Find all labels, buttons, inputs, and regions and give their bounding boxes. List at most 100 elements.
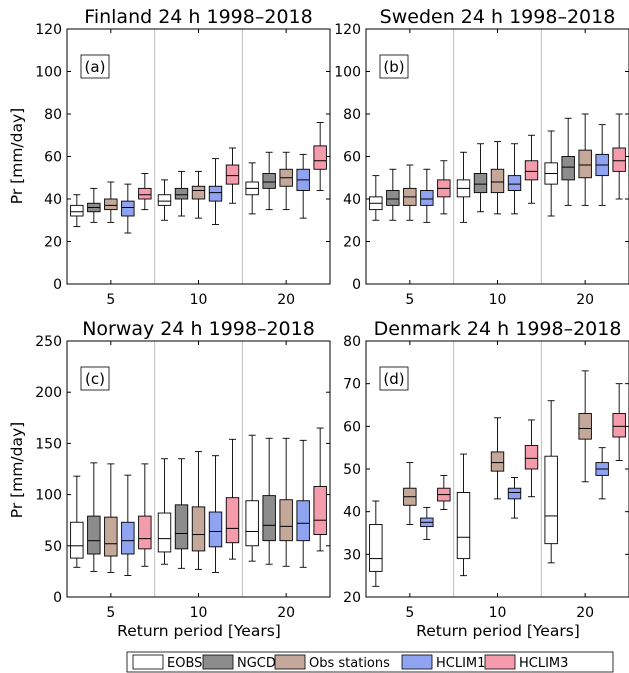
- legend-label-eobs: EOBS: [167, 656, 202, 671]
- box-obs-stations-5-box: [104, 198, 118, 211]
- box-eobs-10-box: [157, 512, 172, 553]
- box-hclim3-10-box: [225, 497, 240, 544]
- box-layer: [70, 427, 327, 576]
- y-tick-label: 200: [35, 385, 62, 401]
- box-eobs-20-box: [245, 500, 259, 547]
- y-tick-label: 100: [35, 65, 62, 81]
- x-tick-label: 20: [277, 605, 295, 621]
- box-obs-stations-10-box: [490, 168, 505, 194]
- box-obs-stations-5-box: [104, 516, 118, 557]
- x-tick-label: 5: [405, 292, 414, 308]
- y-tick-label: 20: [343, 235, 361, 251]
- y-tick-label: 60: [343, 150, 361, 166]
- y-tick-label: 80: [343, 334, 361, 350]
- y-tick-label: 0: [53, 590, 62, 606]
- panel-label: (a): [85, 58, 106, 76]
- box-hclim3-10-box: [225, 164, 240, 185]
- x-axis-label-right: Return period [Years]: [416, 622, 580, 640]
- box-ngcd-20-box: [262, 495, 276, 542]
- x-tick-label: 20: [576, 605, 594, 621]
- x-tick-label: 10: [489, 605, 507, 621]
- y-tick-label: 0: [352, 277, 361, 293]
- box-obs-stations-20-box: [279, 499, 293, 542]
- box-ngcd-5-box: [87, 515, 101, 555]
- panel-label: (c): [85, 370, 105, 388]
- box-eobs-5-box: [70, 204, 84, 217]
- x-tick-label: 10: [190, 292, 208, 308]
- panel-2: 0 50 100 150 200 250 5 10 20 Norway 24 h 1998–201…: [35, 318, 331, 621]
- panel-label-box: [80, 366, 110, 391]
- box-hclim12-10-box: [507, 175, 522, 191]
- panel-label: (d): [383, 370, 404, 388]
- y-tick-label: 120: [35, 22, 62, 38]
- y-tick-label: 250: [35, 334, 62, 350]
- panel-label-box: [379, 54, 409, 79]
- box-eobs-10-box: [456, 492, 471, 560]
- box-hclim3-5-box: [138, 515, 152, 550]
- y-tick-label: 40: [44, 192, 62, 208]
- y-tick-label: 20: [343, 590, 361, 606]
- box-ngcd-20-box: [262, 173, 276, 189]
- x-tick-label: 20: [576, 292, 594, 308]
- x-tick-label: 5: [106, 605, 115, 621]
- legend-label-hclim3: HCLIM3: [519, 656, 568, 671]
- box-hclim12-5-box: [420, 190, 434, 206]
- box-hclim3-10-box: [524, 445, 539, 470]
- box-hclim12-20-box: [296, 500, 310, 542]
- y-tick-label: 150: [35, 436, 62, 452]
- y-tick-label: 50: [343, 462, 361, 478]
- box-hclim3-20-box: [612, 413, 626, 438]
- panel-3: 20 30 40 50 60 70 80 5 10 20 Denmark 24 h 1998–201…: [343, 318, 629, 621]
- box-ngcd-10-box: [174, 187, 189, 200]
- legend-label-hclim12: HCLIM12: [436, 656, 494, 671]
- box-hclim3-5-box: [138, 187, 152, 200]
- y-tick-label: 60: [44, 150, 62, 166]
- box-ngcd-10-box: [174, 504, 189, 550]
- legend-swatch-obs-stations: [274, 654, 306, 670]
- box-hclim3-20-box: [313, 145, 327, 170]
- box-obs-stations-10-box: [191, 506, 206, 552]
- y-tick-label: 40: [343, 505, 361, 521]
- y-tick-label: 80: [343, 107, 361, 123]
- y-tick-label: 50: [44, 539, 62, 555]
- box-layer: [70, 122, 327, 234]
- panel-title: Denmark 24 h 1998–2018: [374, 318, 622, 340]
- box-obs-stations-20-box: [578, 149, 592, 179]
- y-tick-label: 80: [44, 107, 62, 123]
- y-axis-label-bottom: Pr [mm/day]: [8, 422, 26, 518]
- legend: EOBS NGCD Obs stations HCLIM12 HCLIM3: [126, 651, 614, 673]
- x-tick-label: 10: [489, 292, 507, 308]
- panel-label: (b): [383, 58, 404, 76]
- box-eobs-5-box: [70, 521, 84, 559]
- box-hclim12-5-box: [121, 521, 135, 555]
- box-hclim12-10-box: [208, 185, 223, 202]
- panel-label-box: [80, 54, 110, 79]
- box-hclim12-10-box: [208, 511, 223, 548]
- box-hclim3-10-box: [524, 160, 539, 181]
- box-obs-stations-20-box: [578, 413, 592, 440]
- box-obs-stations-10-box: [490, 451, 505, 472]
- box-obs-stations-10-box: [191, 185, 206, 200]
- y-tick-label: 120: [334, 22, 361, 38]
- box-eobs-5-box: [369, 524, 383, 572]
- y-tick-label: 30: [343, 547, 361, 563]
- box-eobs-10-box: [157, 194, 172, 206]
- box-ngcd-20-box: [561, 156, 575, 181]
- box-hclim12-10-box: [507, 487, 522, 500]
- panel-title: Finland 24 h 1998–2018: [84, 6, 312, 28]
- y-tick-label: 60: [343, 419, 361, 435]
- y-tick-label: 100: [35, 488, 62, 504]
- y-tick-label: 100: [334, 65, 361, 81]
- panel-1: 0 20 40 60 80 100 120 5 10 20 Sweden 24 h 1998–201…: [334, 6, 629, 308]
- panel-0: 0 20 40 60 80 100 120 5 10 20 Finland 24 h 1998–20…: [35, 6, 331, 308]
- x-axis-label-left: Return period [Years]: [117, 622, 281, 640]
- legend-swatch-hclim12: [401, 654, 433, 670]
- box-ngcd-5-box: [386, 190, 400, 206]
- legend-swatch-hclim3: [484, 654, 516, 670]
- x-tick-label: 10: [190, 605, 208, 621]
- box-ngcd-10-box: [473, 173, 488, 194]
- y-tick-label: 0: [53, 277, 62, 293]
- legend-swatch-eobs: [132, 654, 164, 670]
- panel-title: Sweden 24 h 1998–2018: [380, 6, 616, 28]
- panel-label-box: [379, 366, 409, 391]
